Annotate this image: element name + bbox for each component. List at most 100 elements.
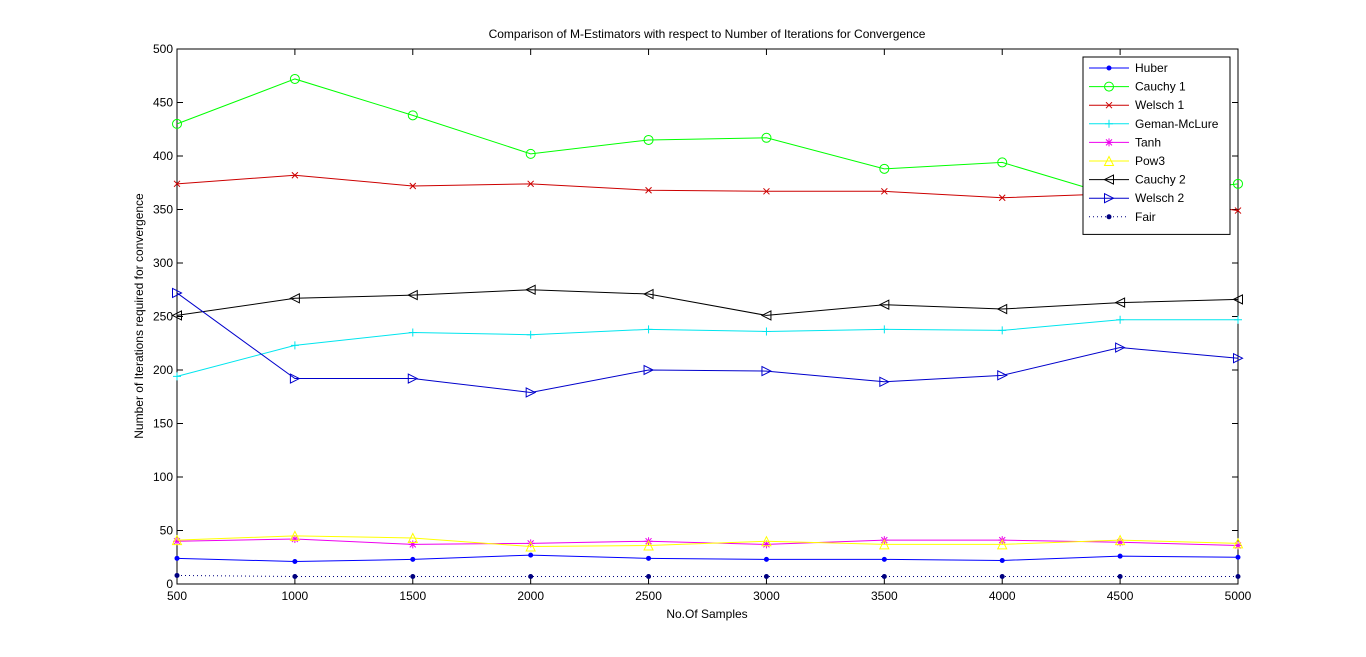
data-point (643, 134, 654, 145)
data-point (173, 537, 181, 546)
data-point (174, 572, 180, 578)
y-tick-label: 250 (153, 310, 173, 324)
legend-label: Welsch 2 (1135, 191, 1184, 205)
data-point (289, 373, 301, 384)
data-point (762, 540, 771, 549)
legend-marker (1103, 174, 1114, 185)
data-point (996, 303, 1008, 315)
data-point (290, 535, 299, 544)
x-tick-label: 4000 (989, 589, 1016, 603)
data-point (174, 555, 180, 561)
data-point (881, 574, 887, 580)
legend-item: Huber (1089, 61, 1168, 75)
data-point (173, 372, 181, 381)
plot-area (176, 48, 1239, 585)
data-point (999, 574, 1005, 580)
y-tick-label: 300 (153, 256, 173, 270)
data-point (527, 180, 535, 188)
series-line (176, 574, 1238, 578)
y-tick-label: 200 (153, 363, 173, 377)
series-line (176, 538, 1239, 546)
data-point (1235, 574, 1241, 580)
data-point (171, 310, 182, 321)
y-tick-label: 150 (153, 417, 173, 431)
data-point (761, 365, 773, 377)
data-point (528, 574, 534, 580)
data-point (879, 163, 890, 174)
legend-marker (1104, 192, 1115, 204)
data-point (1115, 342, 1126, 353)
legend-marker (1105, 119, 1113, 128)
x-tick-label: 3000 (753, 589, 780, 603)
data-point (525, 284, 536, 296)
data-point (646, 574, 652, 580)
x-tick-label: 2500 (635, 589, 662, 603)
legend-marker (1106, 65, 1112, 71)
data-point (878, 299, 890, 311)
x-tick-label: 4500 (1107, 589, 1134, 603)
data-point (763, 574, 769, 580)
series-line (176, 289, 1239, 316)
x-tick-label: 2000 (517, 589, 544, 603)
legend-item: Welsch 2 (1089, 191, 1184, 205)
data-point (172, 118, 182, 129)
data-point (880, 325, 889, 334)
legend-item: Fair (1089, 210, 1156, 224)
data-point (1234, 207, 1242, 214)
series-welsch-2 (172, 287, 1244, 398)
data-point (761, 535, 772, 547)
legend-item: Tanh (1089, 135, 1161, 149)
legend-marker (1105, 101, 1113, 109)
legend-item: Geman-McLure (1089, 117, 1219, 131)
legend: Huber Cauchy 1 Welsch 1 Geman-McLure Tanh Pow… (1082, 56, 1231, 235)
data-point (1114, 534, 1126, 546)
data-point (644, 325, 653, 334)
series-line (176, 174, 1239, 212)
data-point (528, 552, 534, 558)
legend-item: Pow3 (1089, 154, 1165, 168)
data-point (645, 186, 652, 194)
legend-marker (1104, 81, 1114, 92)
legend-label: Fair (1135, 210, 1156, 224)
data-point (292, 574, 298, 580)
data-point (407, 289, 418, 301)
data-point (997, 157, 1008, 168)
data-point (410, 556, 416, 562)
data-point (1232, 294, 1243, 305)
data-point (998, 194, 1006, 202)
series-line (176, 319, 1238, 377)
data-point (996, 538, 1008, 550)
data-point (642, 288, 654, 300)
data-point (289, 293, 300, 304)
data-point (291, 171, 299, 179)
legend-label: Cauchy 1 (1135, 80, 1186, 94)
data-point (526, 330, 535, 339)
data-point (525, 540, 536, 552)
series-huber (174, 552, 1241, 565)
data-point (762, 327, 771, 336)
data-point (409, 182, 417, 190)
data-point (526, 539, 535, 548)
x-tick-label: 1500 (399, 589, 426, 603)
data-point (999, 557, 1005, 563)
y-tick-label: 0 (166, 577, 173, 591)
data-point (763, 187, 770, 195)
x-axis-label: No.Of Samples (666, 607, 747, 621)
legend-marker (1106, 214, 1112, 220)
x-tick-label: 3500 (871, 589, 898, 603)
data-point (407, 373, 419, 384)
data-point (1114, 297, 1126, 308)
data-point (1233, 178, 1243, 189)
data-point (173, 180, 181, 188)
data-point (408, 540, 417, 549)
data-point (289, 73, 300, 84)
legend-label: Welsch 1 (1135, 98, 1184, 112)
data-point (1116, 315, 1125, 324)
data-point (881, 556, 887, 562)
y-axis-label: Number of Iterations required for conver… (132, 193, 146, 439)
x-tick-label: 1000 (282, 589, 309, 603)
data-point (525, 148, 536, 159)
y-tick-label: 500 (153, 42, 173, 56)
data-point (525, 387, 537, 398)
